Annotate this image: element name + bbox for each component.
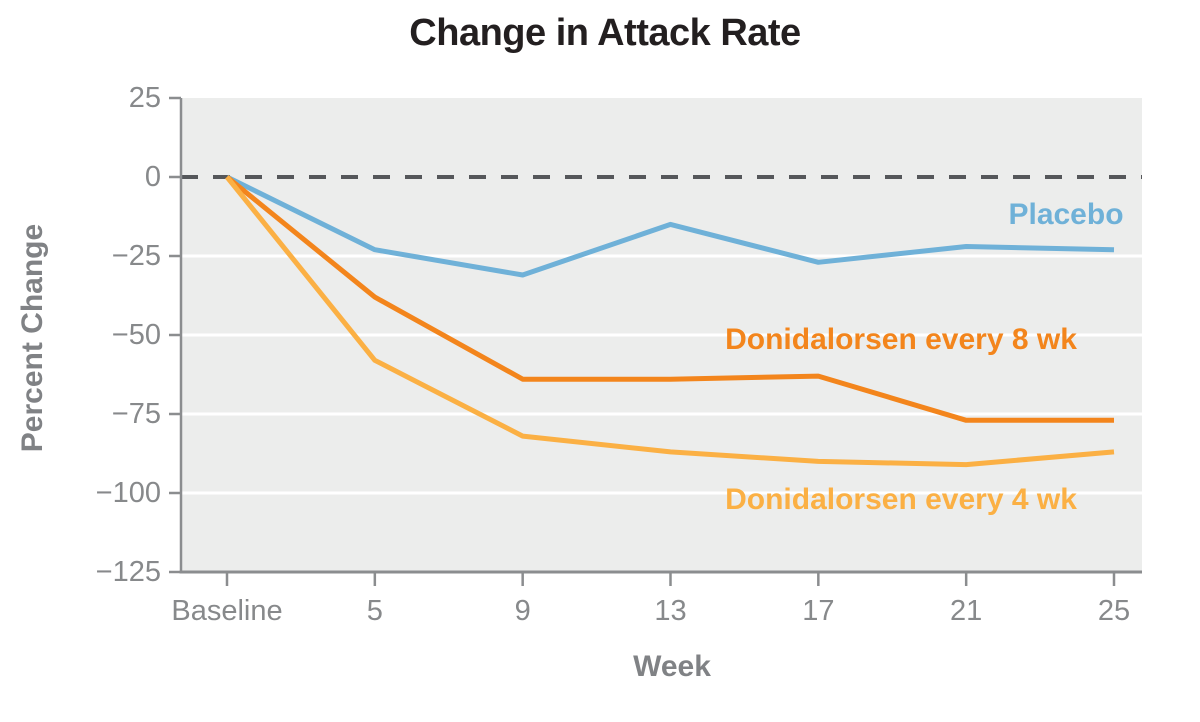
- y-tick-label: −100: [95, 477, 161, 509]
- x-tick-label: 13: [654, 595, 687, 627]
- series-label-donidalorsen-8wk: Donidalorsen every 8 wk: [725, 323, 1077, 356]
- y-tick-label: 0: [144, 161, 161, 193]
- y-tick-label: −50: [111, 319, 161, 351]
- y-axis-title: Percent Change: [16, 223, 49, 453]
- donidalorsen-8wk-line: [225, 175, 1114, 423]
- x-tick-label: Baseline: [171, 595, 283, 627]
- y-tick-label: 25: [128, 82, 161, 114]
- y-tick-label: −125: [95, 556, 161, 588]
- x-tick-label: 21: [950, 595, 983, 627]
- series-label-donidalorsen-4wk: Donidalorsen every 4 wk: [725, 483, 1077, 516]
- x-axis-title: Week: [633, 650, 711, 683]
- series-label-placebo: Placebo: [1008, 198, 1124, 231]
- y-tick-label: −25: [111, 240, 161, 272]
- x-tick-label: 25: [1097, 595, 1131, 627]
- placebo-line: [225, 174, 1115, 278]
- x-tick-label: 9: [514, 595, 531, 627]
- y-tick-label: −75: [111, 398, 161, 430]
- x-tick-label: 5: [366, 595, 383, 627]
- donidalorsen-4wk-line: [225, 175, 1115, 468]
- x-tick-label: 17: [802, 595, 835, 627]
- chart-title: Change in Attack Rate: [409, 12, 801, 54]
